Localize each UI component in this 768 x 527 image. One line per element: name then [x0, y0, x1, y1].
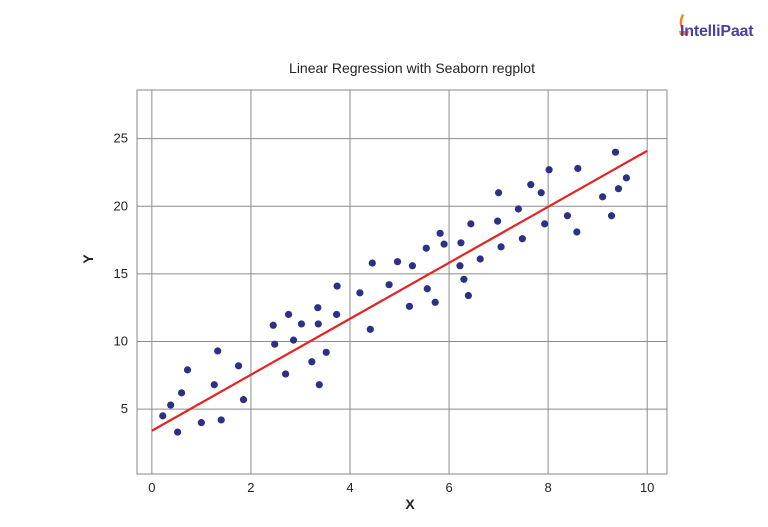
data-point-54	[599, 193, 607, 201]
plot-frame	[136, 89, 668, 475]
data-point-5	[197, 419, 205, 427]
y-tick-label-1: 10	[114, 333, 128, 348]
data-point-51	[563, 212, 572, 220]
data-point-41	[476, 255, 484, 263]
x-tick-label-2: 4	[346, 480, 353, 495]
data-point-37	[457, 239, 465, 247]
data-point-34	[436, 229, 444, 237]
data-point-36	[456, 262, 464, 270]
y-tick-label-4: 25	[114, 131, 128, 146]
data-point-40	[467, 220, 475, 228]
data-point-18	[314, 304, 322, 312]
data-point-7	[214, 347, 222, 355]
y-tick-label-2: 15	[114, 266, 128, 281]
data-point-58	[622, 174, 630, 182]
data-point-21	[322, 348, 330, 356]
regression-line	[151, 149, 648, 432]
data-point-45	[514, 205, 523, 213]
data-point-43	[494, 189, 503, 197]
data-point-50	[545, 166, 553, 174]
data-point-27	[385, 281, 393, 289]
data-point-23	[333, 282, 341, 290]
data-point-44	[497, 243, 505, 251]
data-point-1	[167, 401, 175, 409]
data-point-32	[423, 285, 431, 293]
data-point-3	[177, 389, 186, 397]
data-point-26	[368, 259, 376, 267]
data-point-16	[297, 320, 306, 328]
y-axis-label: Y	[80, 254, 96, 264]
x-tick-label-5: 10	[640, 480, 654, 495]
data-point-22	[333, 310, 341, 319]
brand-logo-text: IntelliPaat	[680, 23, 754, 40]
data-point-48	[537, 189, 545, 197]
grid-lines	[137, 90, 667, 474]
data-point-14	[284, 310, 293, 319]
regression-line-layer	[151, 149, 648, 432]
data-point-28	[393, 258, 402, 266]
data-point-29	[405, 302, 414, 310]
scatter-points	[159, 148, 630, 436]
data-point-35	[440, 240, 448, 248]
data-point-25	[366, 325, 374, 333]
data-point-4	[183, 366, 192, 374]
data-point-33	[431, 298, 439, 306]
data-point-42	[493, 217, 502, 225]
data-point-49	[541, 220, 549, 228]
data-point-15	[289, 336, 298, 344]
chart-title: Linear Regression with Seaborn regplot	[289, 60, 535, 76]
data-point-56	[611, 148, 620, 156]
data-point-12	[271, 340, 279, 348]
x-tick-label-3: 6	[445, 480, 452, 495]
x-tick-label-1: 2	[247, 480, 254, 495]
data-point-8	[217, 416, 225, 424]
data-point-47	[527, 181, 535, 189]
data-point-11	[269, 321, 277, 329]
data-point-30	[408, 262, 417, 270]
brand-logo: IntelliPaat	[679, 14, 754, 40]
data-point-17	[308, 358, 316, 366]
tick-labels: 0 2 4 6 8 10 5 10 15 20 25	[114, 131, 655, 495]
data-point-6	[210, 381, 218, 389]
data-point-52	[573, 228, 581, 236]
x-tick-label-4: 8	[545, 480, 552, 495]
data-point-0	[159, 412, 167, 420]
data-point-55	[607, 212, 616, 220]
data-point-46	[518, 235, 526, 243]
y-tick-label-0: 5	[121, 401, 128, 416]
brand-figure-icon	[679, 14, 689, 35]
y-tick-label-3: 20	[114, 198, 128, 213]
data-point-2	[174, 428, 182, 436]
data-point-9	[234, 362, 243, 370]
data-point-10	[239, 396, 248, 404]
x-axis-label: X	[405, 496, 415, 512]
data-point-39	[464, 291, 472, 300]
data-point-38	[460, 275, 468, 283]
data-point-53	[574, 164, 582, 173]
data-point-19	[314, 320, 322, 328]
data-point-57	[614, 185, 623, 193]
data-point-31	[422, 244, 430, 252]
data-point-24	[356, 289, 364, 297]
data-point-20	[315, 381, 323, 389]
data-point-13	[281, 370, 290, 378]
x-tick-label-0: 0	[148, 480, 155, 495]
